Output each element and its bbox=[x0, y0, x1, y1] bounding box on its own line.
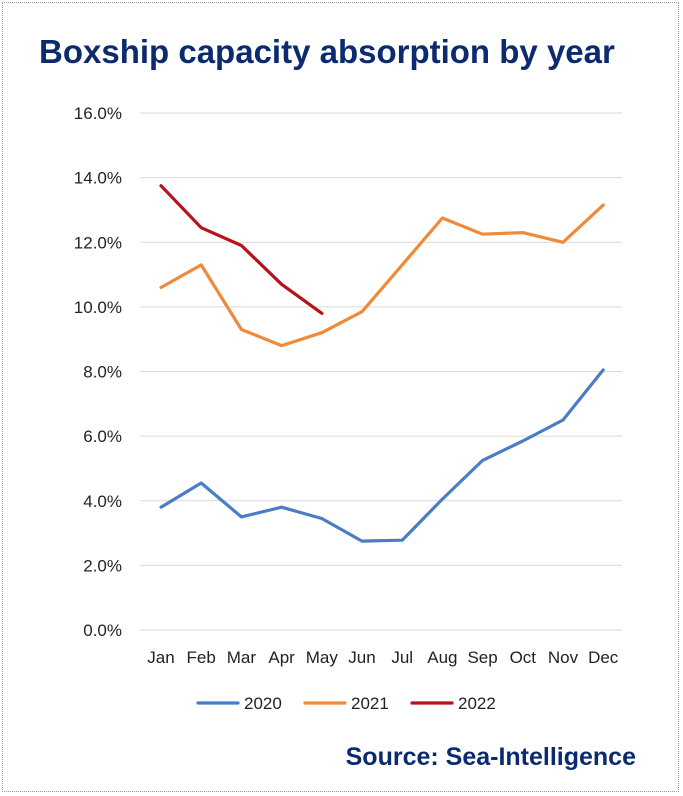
legend-item-2020: 2020 bbox=[196, 694, 282, 713]
y-tick-label: 4.0% bbox=[83, 492, 122, 511]
y-tick-label: 14.0% bbox=[74, 169, 122, 188]
y-tick-label: 16.0% bbox=[74, 104, 122, 123]
x-tick-label: Jan bbox=[147, 648, 174, 667]
x-tick-label: Nov bbox=[548, 648, 579, 667]
series-lines bbox=[159, 184, 605, 543]
series-line-2020 bbox=[159, 368, 605, 543]
x-tick-label: Jul bbox=[391, 648, 413, 667]
x-tick-label: Dec bbox=[588, 648, 619, 667]
y-tick-label: 2.0% bbox=[83, 556, 122, 575]
series-line-2022 bbox=[159, 184, 324, 315]
series-line-2021 bbox=[159, 203, 605, 348]
source-credit: Source: Sea-Intelligence bbox=[345, 743, 636, 771]
x-tick-label: May bbox=[306, 648, 339, 667]
y-tick-label: 12.0% bbox=[74, 233, 122, 252]
y-tick-label: 6.0% bbox=[83, 427, 122, 446]
chart-title: Boxship capacity absorption by year bbox=[39, 33, 615, 70]
x-tick-label: Mar bbox=[227, 648, 257, 667]
y-tick-label: 10.0% bbox=[74, 298, 122, 317]
x-tick-label: Sep bbox=[467, 648, 497, 667]
x-tick-label: Apr bbox=[268, 648, 295, 667]
legend-label: 2022 bbox=[458, 694, 496, 713]
legend-label: 2020 bbox=[244, 694, 282, 713]
x-tick-label: Oct bbox=[510, 648, 537, 667]
x-axis-ticks: Jan Feb Mar Apr May Jun Jul Aug Sep Oct Nov Dec bbox=[147, 648, 619, 667]
y-axis-ticks: 0.0% 2.0% 4.0% 6.0% 8.0% 10.0% 12.0% 14.0% 16.0% bbox=[74, 104, 122, 640]
legend-label: 2021 bbox=[351, 694, 389, 713]
legend: 2020 2021 2022 bbox=[196, 694, 496, 713]
x-tick-label: Feb bbox=[187, 648, 216, 667]
legend-item-2022: 2022 bbox=[410, 694, 496, 713]
gridlines bbox=[140, 112, 622, 631]
y-tick-label: 8.0% bbox=[83, 363, 122, 382]
y-tick-label: 0.0% bbox=[83, 621, 122, 640]
legend-item-2021: 2021 bbox=[303, 694, 389, 713]
x-tick-label: Jun bbox=[348, 648, 375, 667]
x-tick-label: Aug bbox=[427, 648, 457, 667]
